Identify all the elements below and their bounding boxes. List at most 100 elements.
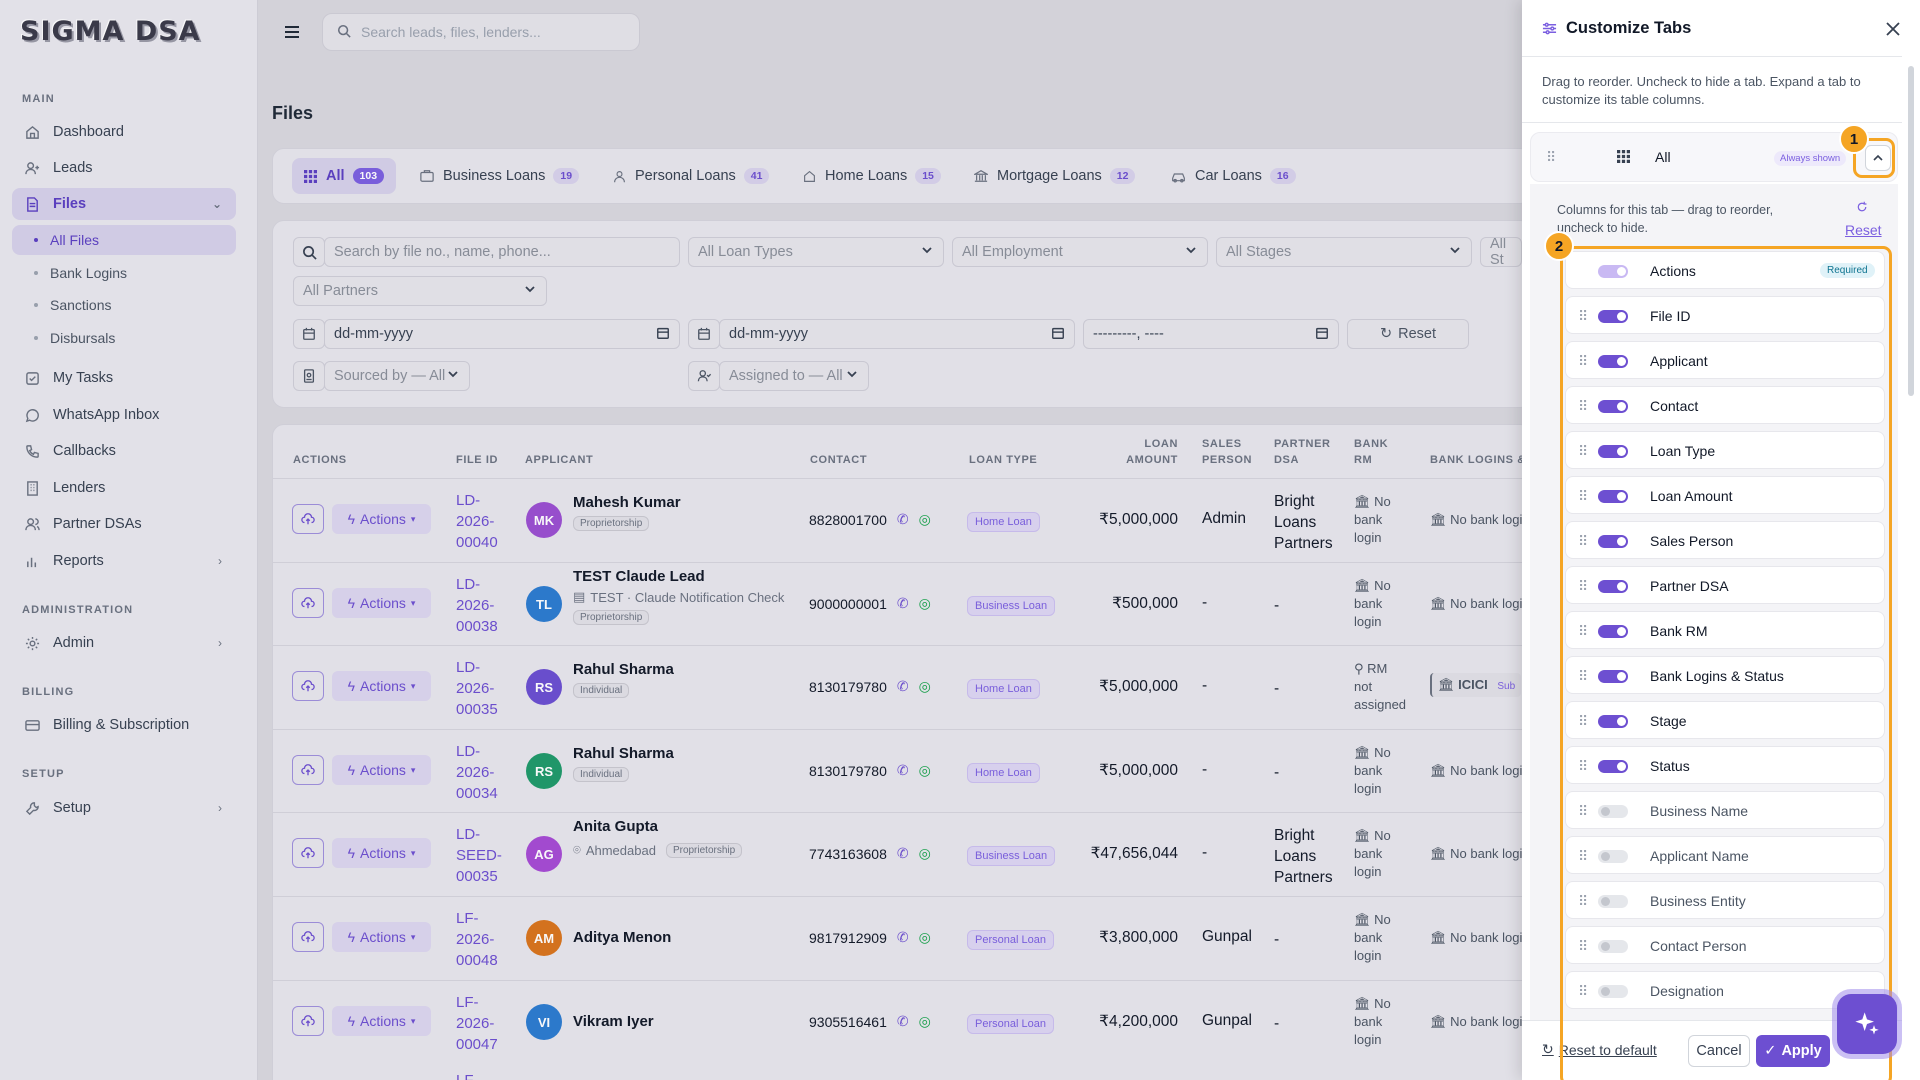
col-header-loan-amount[interactable]: LOAN AMOUNT [1126,438,1178,466]
reset-to-default-link[interactable]: ↻ Reset to default [1542,1041,1657,1058]
upload-button[interactable] [292,755,324,785]
column-toggle[interactable] [1598,805,1628,818]
file-search-input[interactable]: Search by file no., name, phone... [324,237,680,267]
table-row[interactable]: ϟ Actions ▾ LD- 2026- 00035 RS Rahul Sharma Indi… [272,645,1522,728]
drag-handle-icon[interactable]: ⠿ [1578,398,1589,414]
logo[interactable]: SIGMA DSA [20,15,201,47]
employment-select[interactable]: All Employment [952,237,1208,267]
whatsapp-icon[interactable]: ◎ [918,511,931,527]
phone-icon[interactable]: ✆ [896,762,909,778]
whatsapp-icon[interactable]: ◎ [918,595,931,611]
tab-config-all[interactable]: ⠿ All Always shown [1530,132,1898,182]
actions-dropdown-button[interactable]: ϟ Actions ▾ [332,755,431,785]
phone-icon[interactable]: ✆ [896,678,909,694]
col-header-applicant[interactable]: APPLICANT [525,454,594,466]
sidebar-item-sanctions[interactable]: Sanctions [12,290,236,320]
file-id-link[interactable]: LD- 2026- 00040 [456,492,498,551]
column-toggle[interactable] [1598,940,1628,953]
status-select[interactable]: All St [1480,237,1522,267]
sidebar-item-all-files[interactable]: All Files [12,225,236,255]
column-toggle[interactable] [1598,535,1628,548]
bank-login-chip[interactable]: 🏛 ICICI Sub [1430,673,1522,697]
sidebar-item-admin[interactable]: Admin › [12,627,236,659]
column-toggle[interactable] [1598,670,1628,683]
date-to-input[interactable]: dd-mm-yyyy [719,319,1075,349]
upload-button[interactable] [292,588,324,618]
col-header-sales-person[interactable]: SALES PERSON [1202,438,1253,466]
whatsapp-icon[interactable]: ◎ [918,762,931,778]
column-row[interactable]: Actions Required [1565,251,1885,289]
column-toggle[interactable] [1598,850,1628,863]
whatsapp-icon[interactable]: ◎ [918,1013,931,1029]
applicant-name[interactable]: Vikram Iyer [573,1013,654,1030]
column-row[interactable]: ⠿ Designation [1565,971,1885,1009]
drag-handle-icon[interactable]: ⠿ [1578,938,1589,954]
col-header-loan-type[interactable]: LOAN TYPE [969,454,1038,466]
upload-button[interactable] [292,922,324,952]
table-row[interactable]: ϟ Actions ▾ LD- 2026- 00040 MK Mahesh Kumar Prop… [272,478,1522,561]
tab-all[interactable]: All 103 [292,158,397,194]
columns-reset-link[interactable]: Reset [1845,222,1882,238]
phone-icon[interactable]: ✆ [896,1013,909,1029]
month-input[interactable]: ---------, ---- [1083,319,1339,349]
loan-types-select[interactable]: All Loan Types [688,237,944,267]
table-row[interactable]: ϟ Actions ▾ LD- 2026- 00038 TL TEST Claude Lead… [272,562,1522,645]
calendar-button[interactable] [293,319,325,349]
column-row[interactable]: ⠿ Business Entity [1565,881,1885,919]
calendar-button[interactable] [688,319,720,349]
column-row[interactable]: ⠿ Stage [1565,701,1885,739]
column-toggle[interactable] [1598,625,1628,638]
drag-handle-icon[interactable]: ⠿ [1578,803,1589,819]
drag-handle-icon[interactable]: ⠿ [1578,713,1589,729]
partners-select[interactable]: All Partners [293,276,547,306]
sidebar-item-my-tasks[interactable]: My Tasks [12,362,236,394]
tab-business-loans[interactable]: Business Loans 19 [408,158,591,194]
phone-icon[interactable]: ✆ [896,929,909,945]
column-toggle[interactable] [1598,490,1628,503]
file-id-link[interactable]: LD- SEED- 00035 [456,826,502,885]
applicant-name[interactable]: Aditya Menon [573,929,672,946]
column-toggle[interactable] [1598,985,1628,998]
col-header-bank-rm[interactable]: BANK RM [1354,438,1389,466]
column-row[interactable]: ⠿ File ID [1565,296,1885,334]
column-row[interactable]: ⠿ Status [1565,746,1885,784]
collapse-button[interactable] [1865,145,1891,171]
drag-handle-icon[interactable]: ⠿ [1578,758,1589,774]
column-row[interactable]: ⠿ Contact Person [1565,926,1885,964]
applicant-name[interactable]: Mahesh Kumar [573,494,681,511]
sourced-by-select[interactable]: Sourced by — All [324,361,470,391]
tab-car-loans[interactable]: Car Loans 16 [1159,158,1308,194]
sidebar-item-bank-logins[interactable]: Bank Logins [12,258,236,288]
column-row[interactable]: ⠿ Loan Amount [1565,476,1885,514]
cancel-button[interactable]: Cancel [1688,1035,1750,1067]
close-panel-button[interactable] [1882,18,1904,40]
col-header-bank-logins[interactable]: BANK LOGINS & [1430,454,1526,466]
date-from-input[interactable]: dd-mm-yyyy [324,319,680,349]
apply-button[interactable]: ✓ Apply [1756,1035,1830,1067]
whatsapp-icon[interactable]: ◎ [918,678,931,694]
drag-handle-icon[interactable]: ⠿ [1578,353,1589,369]
column-toggle[interactable] [1598,895,1628,908]
actions-dropdown-button[interactable]: ϟ Actions ▾ [332,838,431,868]
actions-dropdown-button[interactable]: ϟ Actions ▾ [332,1006,431,1036]
tab-mortgage-loans[interactable]: Mortgage Loans 12 [962,158,1147,194]
file-id-link[interactable]: LF- 2026- 00047 [456,994,498,1053]
col-header-partner-dsa[interactable]: PARTNER DSA [1274,438,1331,466]
upload-button[interactable] [292,1006,324,1036]
tab-personal-loans[interactable]: Personal Loans 41 [601,158,781,194]
file-id-link[interactable]: LF- [456,1070,516,1080]
table-row[interactable]: ϟ Actions ▾ LD- 2026- 00034 RS Rahul Sharma Indi… [272,729,1522,812]
actions-dropdown-button[interactable]: ϟ Actions ▾ [332,671,431,701]
drag-handle-icon[interactable]: ⠿ [1578,623,1589,639]
column-row[interactable]: ⠿ Business Name [1565,791,1885,829]
sidebar-item-leads[interactable]: Leads [12,152,236,184]
sidebar-item-lenders[interactable]: Lenders [12,472,236,504]
whatsapp-icon[interactable]: ◎ [918,845,931,861]
actions-dropdown-button[interactable]: ϟ Actions ▾ [332,922,431,952]
drag-handle-icon[interactable]: ⠿ [1578,488,1589,504]
upload-button[interactable] [292,838,324,868]
drag-handle-icon[interactable]: ⠿ [1578,578,1589,594]
sidebar-item-whatsapp-inbox[interactable]: WhatsApp Inbox [12,399,236,431]
assigned-to-select[interactable]: Assigned to — All [719,361,869,391]
file-id-link[interactable]: LD- 2026- 00038 [456,576,498,635]
